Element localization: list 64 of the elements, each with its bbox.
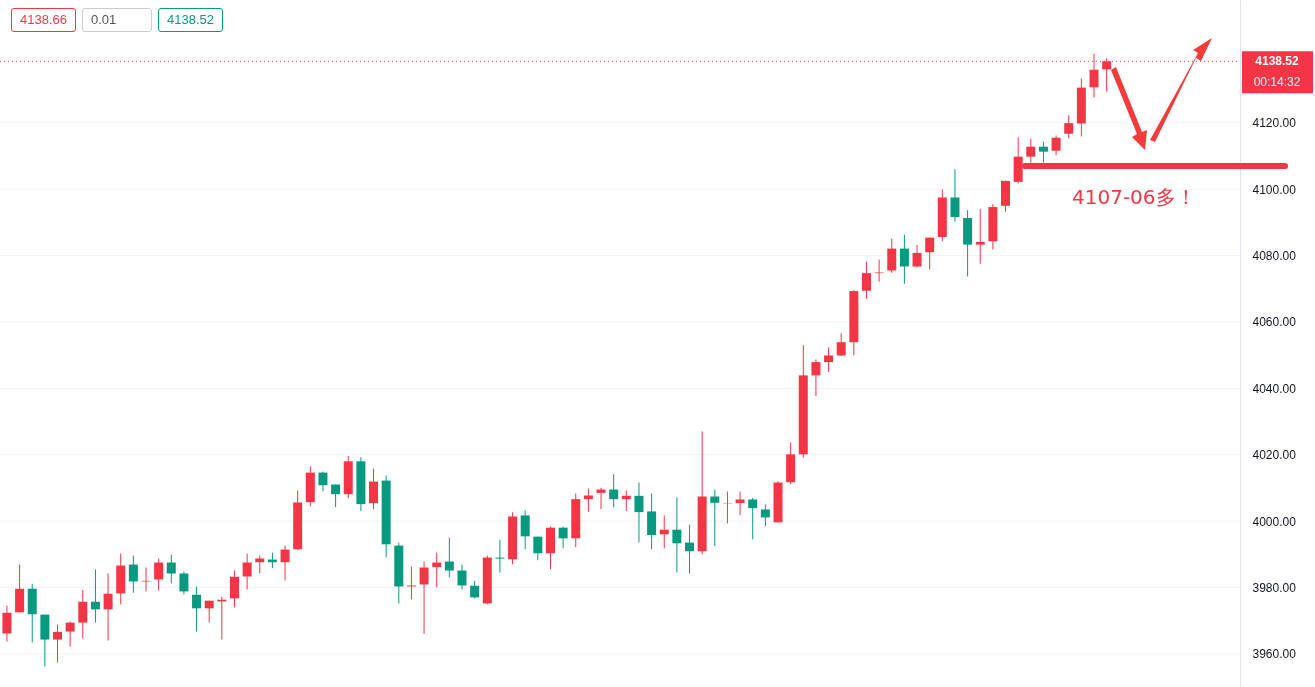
candlestick bbox=[647, 493, 657, 550]
candlestick bbox=[950, 168, 960, 223]
candlestick bbox=[2, 605, 12, 643]
price-field: 4138.66 bbox=[11, 8, 76, 32]
text: 00:14:32 bbox=[1253, 75, 1301, 90]
candlestick bbox=[558, 526, 568, 549]
candlestick bbox=[444, 537, 454, 578]
candlestick bbox=[609, 473, 619, 508]
candlestick bbox=[824, 346, 834, 373]
candlestick bbox=[735, 491, 745, 516]
candlestick bbox=[874, 259, 884, 283]
candlestick bbox=[154, 558, 164, 591]
candlestick bbox=[685, 524, 695, 574]
candlestick bbox=[861, 261, 871, 300]
candlestick bbox=[760, 503, 770, 527]
candlestick bbox=[811, 358, 821, 397]
y-tick-label: 4000.00 bbox=[1252, 514, 1297, 529]
candlestick bbox=[65, 621, 75, 648]
price-field: 0.01 bbox=[82, 8, 152, 32]
candlestick bbox=[179, 571, 189, 595]
candlestick bbox=[596, 487, 606, 510]
y-tick-label: 4100.00 bbox=[1252, 182, 1297, 197]
candlestick bbox=[192, 586, 202, 633]
y-tick-label: 3960.00 bbox=[1252, 647, 1297, 662]
ref-line-label: 4138.52 bbox=[1255, 54, 1300, 69]
candlestick bbox=[520, 509, 530, 550]
candlestick bbox=[406, 566, 416, 600]
candlestick bbox=[1051, 134, 1061, 156]
y-tick-label: 4020.00 bbox=[1252, 448, 1297, 463]
candlestick bbox=[748, 497, 758, 540]
candlestick bbox=[166, 554, 176, 584]
price-field: 4138.52 bbox=[158, 8, 223, 32]
candlestick bbox=[836, 332, 846, 357]
y-tick-label: 4120.00 bbox=[1252, 116, 1297, 131]
candlestick bbox=[15, 564, 25, 613]
y-tick-label: 3980.00 bbox=[1252, 580, 1297, 595]
candlestick bbox=[495, 539, 505, 573]
candlestick bbox=[975, 208, 985, 265]
ref-line-label: 4107-06多！ bbox=[1072, 184, 1196, 209]
y-tick-label: 4040.00 bbox=[1252, 381, 1297, 396]
candlestick bbox=[457, 564, 467, 590]
candlestick bbox=[369, 468, 379, 510]
candlestick bbox=[242, 553, 252, 590]
candlestick bbox=[90, 569, 100, 624]
candlestick bbox=[634, 482, 644, 543]
candlestick bbox=[621, 490, 631, 512]
y-tick-label: 4060.00 bbox=[1252, 315, 1297, 330]
candlestick bbox=[672, 496, 682, 573]
candlestick bbox=[78, 589, 88, 640]
candlestick bbox=[318, 471, 328, 492]
candlestick bbox=[128, 555, 138, 594]
candlestick bbox=[722, 491, 732, 524]
candlestick bbox=[899, 234, 909, 285]
candlestick bbox=[925, 237, 935, 270]
candlestick bbox=[1064, 114, 1074, 139]
candlestick bbox=[887, 238, 897, 274]
y-tick-label: 4080.00 bbox=[1252, 249, 1297, 264]
candlestick bbox=[229, 570, 239, 608]
candlestick bbox=[1038, 141, 1048, 164]
candlestick bbox=[53, 624, 63, 663]
candlestick bbox=[710, 489, 720, 547]
candlestick bbox=[419, 561, 429, 635]
candlestick bbox=[280, 545, 290, 581]
candlestick bbox=[103, 573, 113, 642]
